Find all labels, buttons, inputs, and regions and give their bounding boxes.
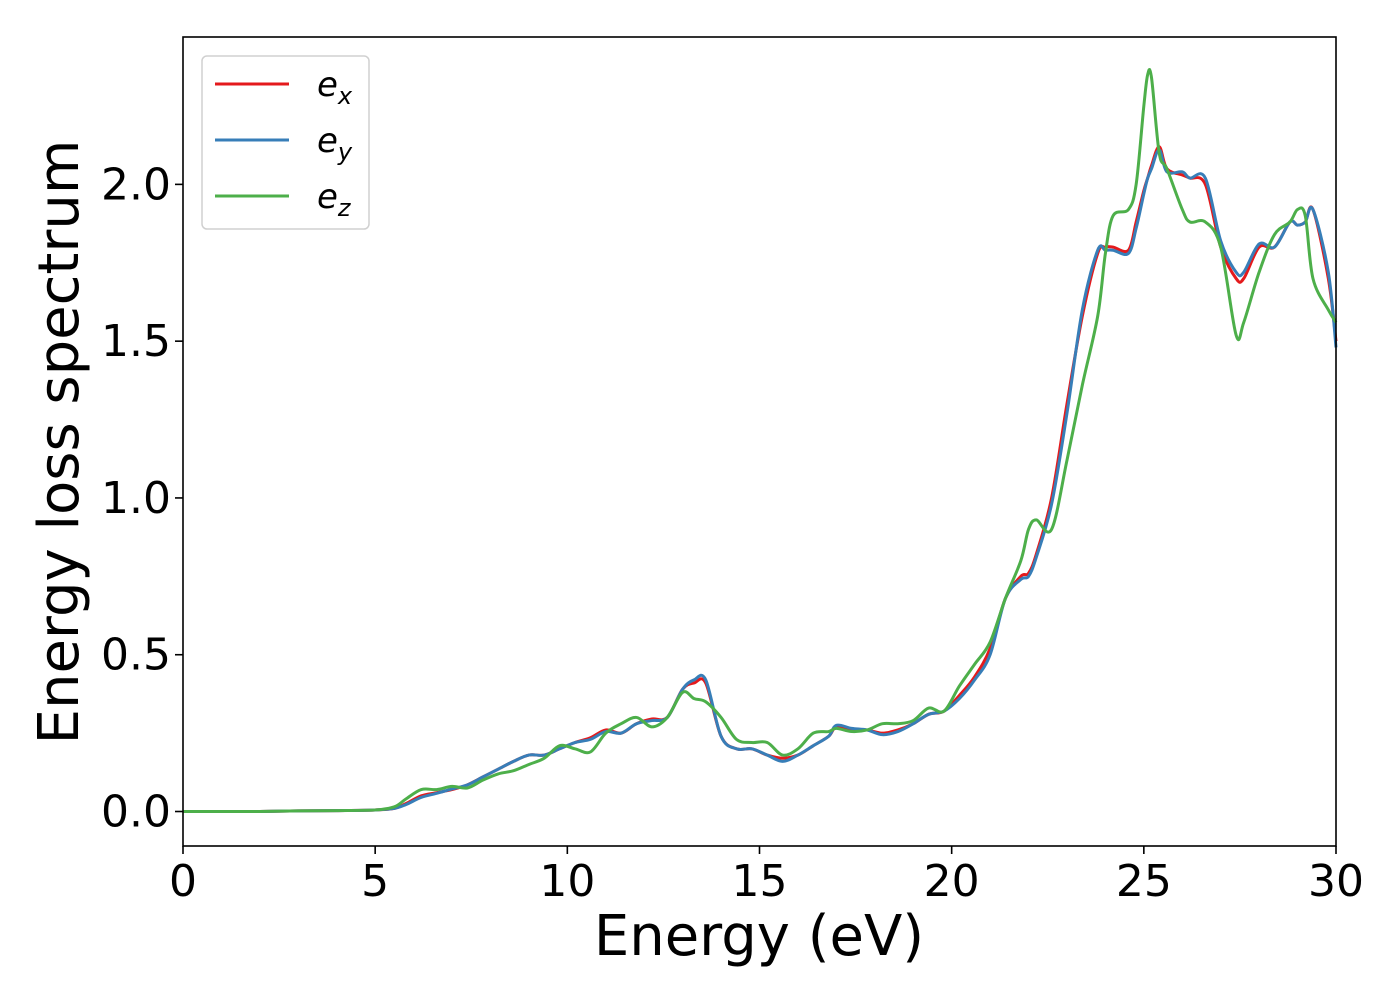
x-tick-label: 15 xyxy=(732,856,788,907)
x-axis-ticks: 0 5 10 15 20 25 30 xyxy=(169,846,1364,907)
y-tick-label: 2.0 xyxy=(101,159,171,210)
x-tick-label: 5 xyxy=(361,856,389,907)
x-tick-label: 25 xyxy=(1116,856,1172,907)
y-tick-label: 1.5 xyxy=(101,316,171,367)
x-tick-label: 20 xyxy=(924,856,980,907)
y-tick-label: 1.0 xyxy=(101,473,171,524)
x-axis-title: Energy (eV) xyxy=(594,904,924,969)
y-tick-label: 0.5 xyxy=(101,630,171,681)
y-tick-label: 0.0 xyxy=(101,787,171,838)
legend-box xyxy=(201,55,370,230)
series-group xyxy=(183,68,1338,814)
x-tick-label: 30 xyxy=(1308,856,1364,907)
series-line-3 xyxy=(183,68,1338,814)
x-tick-label: 0 xyxy=(169,856,197,907)
plot-area xyxy=(183,37,1336,846)
y-axis-ticks: 0.0 0.5 1.0 1.5 2.0 xyxy=(101,159,183,838)
x-tick-label: 10 xyxy=(539,856,595,907)
y-axis-title: Energy loss spectrum xyxy=(27,140,92,745)
series-line-2 xyxy=(183,148,1338,814)
